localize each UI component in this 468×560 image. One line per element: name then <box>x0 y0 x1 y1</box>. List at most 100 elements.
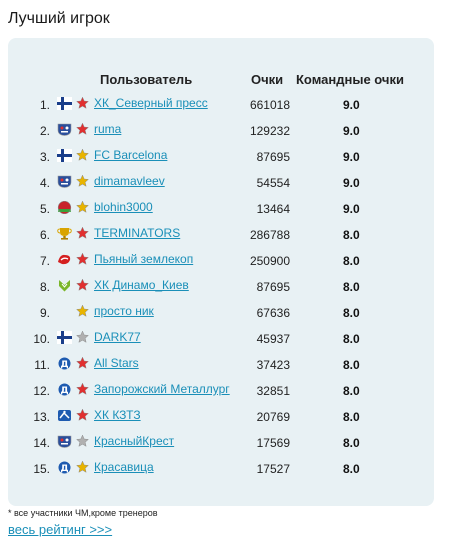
leaderboard-row: 12. Д Запорожский Металлург 32851 8.0 <box>0 377 468 403</box>
player-points: 286788 <box>249 228 290 242</box>
rank-number: 7. <box>39 254 50 268</box>
team-points: 9.0 <box>343 202 360 216</box>
leaderboard-row: 3. FC Barcelona 87695 9.0 <box>0 143 468 169</box>
page-title: Лучший игрок <box>8 10 110 27</box>
rank-number: 1. <box>39 98 50 112</box>
team-points: 8.0 <box>343 306 360 320</box>
leaderboard-row: 10. DARK77 45937 8.0 <box>0 325 468 351</box>
player-points: 87695 <box>256 150 290 164</box>
player-points: 13464 <box>256 202 290 216</box>
leaderboard-row: 6. TERMINATORS 286788 8.0 <box>0 221 468 247</box>
player-points: 87695 <box>256 280 290 294</box>
gold-star-icon <box>75 460 90 474</box>
player-name-link[interactable]: dimamavleev <box>94 174 165 188</box>
player-name-link[interactable]: ХК_Северный пресс <box>94 96 208 110</box>
red-star-icon <box>75 382 90 396</box>
player-name-link[interactable]: ХК КЗТЗ <box>94 408 141 422</box>
team-points: 9.0 <box>343 150 360 164</box>
footnote: * все участники ЧМ,кроме тренеров <box>8 508 158 518</box>
rank-number: 2. <box>39 124 50 138</box>
leaderboard-row: 9. просто ник 67636 8.0 <box>0 299 468 325</box>
leaderboard-row: 8. ХК Динамо_Киев 87695 8.0 <box>0 273 468 299</box>
leaderboard-row: 14. КрасныйКрест 17569 8.0 <box>0 429 468 455</box>
rank-number: 9. <box>39 306 50 320</box>
red-star-icon <box>75 122 90 136</box>
rank-number: 3. <box>39 150 50 164</box>
column-header-team-points: Командные очки <box>296 72 404 87</box>
player-points: 20769 <box>256 410 290 424</box>
leaderboard-panel <box>8 38 434 506</box>
rank-number: 10. <box>33 332 50 346</box>
player-points: 17569 <box>256 436 290 450</box>
team-points: 8.0 <box>343 228 360 242</box>
rank-number: 13. <box>33 410 50 424</box>
player-name-link[interactable]: blohin3000 <box>94 200 153 214</box>
svg-text:Д: Д <box>60 360 68 370</box>
player-name-link[interactable]: ruma <box>94 122 122 136</box>
player-name-link[interactable]: ХК Динамо_Киев <box>94 278 189 292</box>
player-points: 17527 <box>256 462 290 476</box>
rank-number: 11. <box>34 358 50 372</box>
flag-finland-icon <box>57 97 72 110</box>
dynamo-logo-icon: Д <box>57 357 72 370</box>
leaderboard-row: 4. dimamavleev 54554 9.0 <box>0 169 468 195</box>
team-points: 9.0 <box>343 176 360 190</box>
green-team-logo-icon <box>57 279 72 292</box>
khl-shield-icon <box>57 123 72 136</box>
red-star-icon <box>75 252 90 266</box>
team-points: 8.0 <box>343 358 360 372</box>
red-star-icon <box>75 356 90 370</box>
team-points: 9.0 <box>343 98 360 112</box>
player-points: 54554 <box>256 176 290 190</box>
rank-number: 12. <box>33 384 50 398</box>
team-points: 8.0 <box>343 280 360 294</box>
team-points: 8.0 <box>343 384 360 398</box>
rank-number: 15. <box>33 462 50 476</box>
flag-belarus-icon <box>57 200 72 215</box>
player-name-link[interactable]: TERMINATORS <box>94 226 181 240</box>
leaderboard-row: 1. ХК_Северный пресс 661018 9.0 <box>0 91 468 117</box>
dynamo-logo-icon: Д <box>57 383 72 396</box>
khl-shield-icon <box>57 175 72 188</box>
leaderboard-row: 7. Пьяный землекоп 250900 8.0 <box>0 247 468 273</box>
rank-number: 4. <box>39 176 50 190</box>
player-name-link[interactable]: DARK77 <box>94 330 141 344</box>
player-points: 32851 <box>256 384 290 398</box>
player-name-link[interactable]: All Stars <box>94 356 139 370</box>
red-star-icon <box>75 408 90 422</box>
player-name-link[interactable]: КрасныйКрест <box>94 434 175 448</box>
rank-number: 6. <box>39 228 50 242</box>
trophy-icon <box>57 227 72 240</box>
player-points: 661018 <box>249 98 290 112</box>
hockey-team-logo-icon <box>57 409 72 422</box>
rank-number: 5. <box>39 202 50 216</box>
team-points: 8.0 <box>343 410 360 424</box>
flag-finland-icon <box>57 331 72 344</box>
leaderboard-row: 13. ХК КЗТЗ 20769 8.0 <box>0 403 468 429</box>
khl-shield-icon <box>57 435 72 448</box>
team-points: 8.0 <box>343 462 360 476</box>
grey-star-icon <box>75 434 90 448</box>
full-rating-link[interactable]: весь рейтинг >>> <box>8 522 113 537</box>
leaderboard-list: 1. ХК_Северный пресс 661018 9.0 2. ruma 129232… <box>0 91 468 481</box>
team-points: 9.0 <box>343 124 360 138</box>
column-header-user: Пользователь <box>100 72 193 87</box>
red-star-icon <box>75 278 90 292</box>
team-points: 8.0 <box>343 436 360 450</box>
player-points: 37423 <box>256 358 290 372</box>
player-name-link[interactable]: просто ник <box>94 304 154 318</box>
player-points: 129232 <box>249 124 290 138</box>
player-name-link[interactable]: Красавица <box>94 460 154 474</box>
player-points: 250900 <box>249 254 290 268</box>
flag-finland-icon <box>57 149 72 162</box>
team-points: 8.0 <box>343 332 360 346</box>
player-name-link[interactable]: Пьяный землекоп <box>94 252 194 266</box>
leaderboard-row: 11. Д All Stars 37423 8.0 <box>0 351 468 377</box>
leaderboard-row: 15. Д Красавица 17527 8.0 <box>0 455 468 481</box>
red-star-icon <box>75 96 90 110</box>
red-star-icon <box>75 226 90 240</box>
player-name-link[interactable]: FC Barcelona <box>94 148 168 162</box>
red-team-logo-icon <box>57 253 72 266</box>
gold-star-icon <box>75 148 90 162</box>
player-name-link[interactable]: Запорожский Металлург <box>94 382 230 396</box>
